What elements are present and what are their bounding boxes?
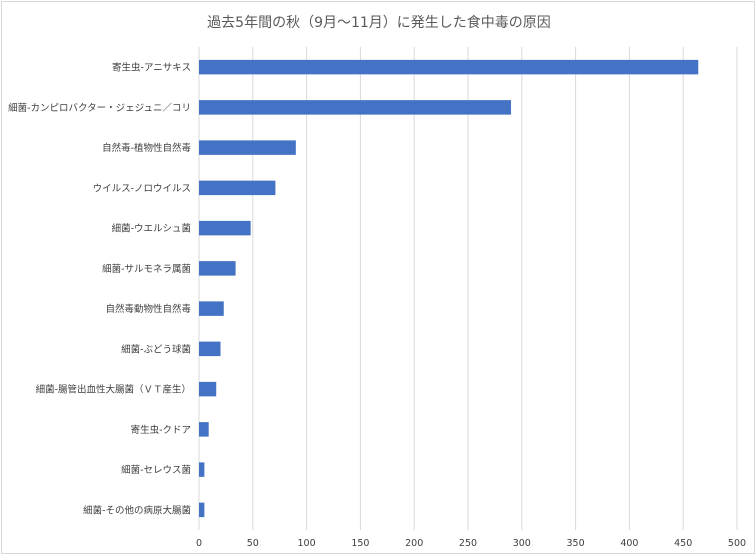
category-label: 細菌-セレウス菌 — [121, 464, 191, 476]
x-tick-label: 350 — [567, 538, 585, 549]
category-label: 細菌-腸管出血性大腸菌（ＶＴ産生） — [36, 384, 191, 396]
x-tick-label: 200 — [405, 538, 423, 549]
x-tick-label: 0 — [196, 538, 202, 549]
bar — [199, 422, 209, 437]
x-tick-label: 150 — [351, 538, 369, 549]
x-tick-label: 500 — [728, 538, 746, 549]
x-tick-label: 300 — [513, 538, 531, 549]
category-label: 寄生虫-アニサキス — [112, 62, 191, 74]
bar — [199, 381, 217, 397]
chart-title: 過去5年間の秋（9月～11月）に発生した食中毒の原因 — [207, 15, 551, 31]
category-label: 細菌-ぶどう球菌 — [121, 343, 191, 355]
category-label: ウイルス-ノロウイルス — [93, 183, 191, 194]
x-tick-label: 250 — [459, 538, 477, 549]
bar — [199, 502, 205, 518]
x-tick-label: 50 — [247, 538, 259, 549]
category-label: 細菌-その他の病原大腸菌 — [83, 504, 191, 516]
bar — [199, 100, 512, 115]
category-label: 寄生虫-クドア — [131, 424, 191, 436]
x-tick-label: 450 — [674, 538, 692, 549]
category-label: 自然毒-植物性自然毒 — [102, 142, 191, 154]
bar — [199, 180, 276, 196]
x-tick-label: 100 — [298, 538, 316, 549]
bar — [199, 261, 236, 276]
category-label: 細菌-カンピロバクター・ジェジュニ／コリ — [8, 102, 191, 114]
bar — [199, 59, 699, 75]
bar — [199, 220, 251, 236]
x-tick-label: 400 — [620, 538, 638, 549]
category-label: 自然毒動物性自然毒 — [105, 303, 191, 315]
bar — [199, 341, 221, 357]
bar — [199, 301, 224, 316]
bar — [199, 462, 205, 477]
category-label: 細菌-ウエルシュ菌 — [112, 223, 191, 235]
bar — [199, 140, 296, 155]
category-label: 細菌-サルモネラ属菌 — [102, 263, 191, 275]
